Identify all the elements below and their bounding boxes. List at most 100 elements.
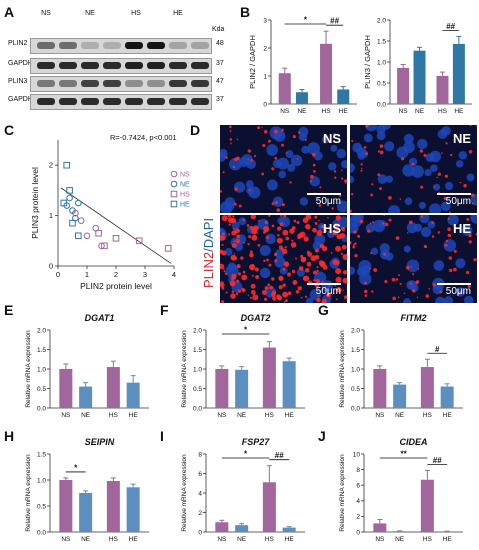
- lipid-droplet: [383, 215, 386, 217]
- legend-marker: [170, 180, 178, 188]
- lipid-droplet: [295, 290, 300, 294]
- bar-chart-seipin: 0.0 0.5 1.0 1.5 Relative mRNA expression SEIP…: [25, 437, 149, 543]
- lipid-droplet: [261, 172, 265, 176]
- chart-title: FITM2: [401, 313, 427, 323]
- lipid-droplet: [447, 227, 451, 232]
- lipid-droplet: [359, 219, 364, 224]
- lipid-droplet: [468, 240, 472, 244]
- lipid-droplet: [283, 301, 286, 303]
- lipid-droplet: [258, 219, 260, 222]
- lipid-droplet: [364, 294, 368, 297]
- lipid-droplet: [225, 291, 228, 294]
- lipid-droplet: [285, 236, 290, 241]
- nucleus: [444, 181, 454, 191]
- blot-band: [103, 80, 121, 87]
- micrograph-ns: NS 50μm: [220, 125, 347, 213]
- chart-title: SEIPIN: [85, 437, 115, 447]
- nucleus: [277, 216, 286, 225]
- x-tick-label: NS: [399, 108, 409, 115]
- y-axis-label: Relative mRNA expression: [339, 330, 346, 408]
- x-tick-label: 1: [85, 270, 89, 279]
- lipid-droplet: [436, 176, 438, 179]
- lipid-droplet: [248, 189, 251, 192]
- lipid-droplet: [281, 143, 284, 147]
- blot-strip: [30, 94, 212, 110]
- bar-chart-dgat2: 0.0 0.5 1.0 1.5 2.0 Relative mRNA expression D…: [181, 313, 305, 419]
- nucleus: [433, 183, 441, 191]
- x-tick-label: HE: [339, 108, 349, 115]
- blot-band: [81, 42, 99, 49]
- bar-ne: [235, 525, 249, 532]
- lipid-droplet: [286, 151, 288, 154]
- lipid-droplet: [235, 292, 239, 295]
- lipid-droplet: [459, 181, 462, 184]
- lipid-droplet: [377, 150, 381, 153]
- blot-band: [125, 98, 143, 105]
- lipid-droplet: [272, 296, 277, 301]
- lipid-droplet: [243, 241, 245, 244]
- y-tick-label: 1: [263, 73, 267, 80]
- lipid-droplet: [463, 184, 467, 188]
- kda-value: 47: [216, 78, 224, 85]
- blot-band: [103, 98, 121, 105]
- nucleus: [403, 133, 414, 144]
- lipid-droplet: [420, 215, 424, 218]
- point-hs: [112, 234, 120, 242]
- lipid-droplet: [379, 144, 384, 149]
- lipid-droplet: [255, 275, 260, 279]
- lipid-droplet: [314, 215, 318, 219]
- lipid-droplet: [367, 229, 371, 233]
- lipid-droplet: [271, 224, 275, 228]
- nucleus: [309, 289, 322, 301]
- nucleus: [328, 162, 337, 171]
- lipid-droplet: [282, 229, 289, 236]
- lipid-droplet: [293, 281, 297, 285]
- lipid-droplet: [335, 298, 338, 301]
- lipid-droplet: [342, 289, 344, 291]
- nucleus: [470, 215, 477, 224]
- nucleus: [220, 151, 227, 162]
- lipid-droplet: [327, 216, 329, 219]
- lipid-droplet: [373, 268, 378, 272]
- lipid-droplet: [475, 233, 477, 236]
- y-tick-label: 0.0: [37, 405, 46, 412]
- scale-label: 50μm: [445, 286, 471, 297]
- nucleus: [377, 174, 388, 184]
- lipid-droplet: [384, 280, 388, 284]
- x-tick-label: NE: [415, 108, 425, 115]
- significance-mark: ##: [433, 456, 442, 465]
- nucleus: [279, 266, 288, 275]
- lipid-droplet: [322, 231, 325, 233]
- scale-label: 50μm: [315, 286, 341, 297]
- y-tick-label: 1.5: [193, 347, 202, 354]
- lipid-droplet: [250, 290, 256, 295]
- significance-mark: *: [244, 326, 248, 335]
- blot-row-label: GAPDH: [8, 60, 33, 67]
- bar-ne: [79, 493, 93, 532]
- lipid-droplet: [289, 181, 292, 184]
- bar-ne: [393, 384, 407, 408]
- y-tick-label: 2.0: [193, 327, 202, 334]
- nucleus: [290, 154, 303, 167]
- kda-value: 48: [216, 40, 224, 47]
- panel-letter-i: I: [160, 428, 164, 444]
- legend-label: HE: [180, 202, 190, 209]
- stain-label: PLIN2/DAPI: [201, 168, 216, 288]
- lipid-droplet: [357, 234, 361, 238]
- lipid-droplet: [249, 252, 254, 258]
- nucleus: [363, 133, 373, 143]
- bar-he: [282, 361, 296, 408]
- bar-ne: [295, 92, 308, 104]
- lipid-droplet: [248, 235, 252, 239]
- lipid-droplet: [316, 266, 319, 269]
- lipid-droplet: [450, 153, 453, 157]
- nucleus: [418, 201, 426, 209]
- nucleus: [307, 142, 320, 155]
- lipid-droplet: [340, 226, 346, 231]
- lipid-droplet: [360, 169, 363, 172]
- bar-chart-cidea: 0 2 4 6 8 10 Relative mRNA expression CIDEA NS NE…: [339, 437, 463, 543]
- legend-marker: [170, 170, 178, 178]
- lipid-droplet: [353, 230, 357, 234]
- point-hs: [135, 237, 143, 245]
- micrograph-image: [350, 215, 477, 303]
